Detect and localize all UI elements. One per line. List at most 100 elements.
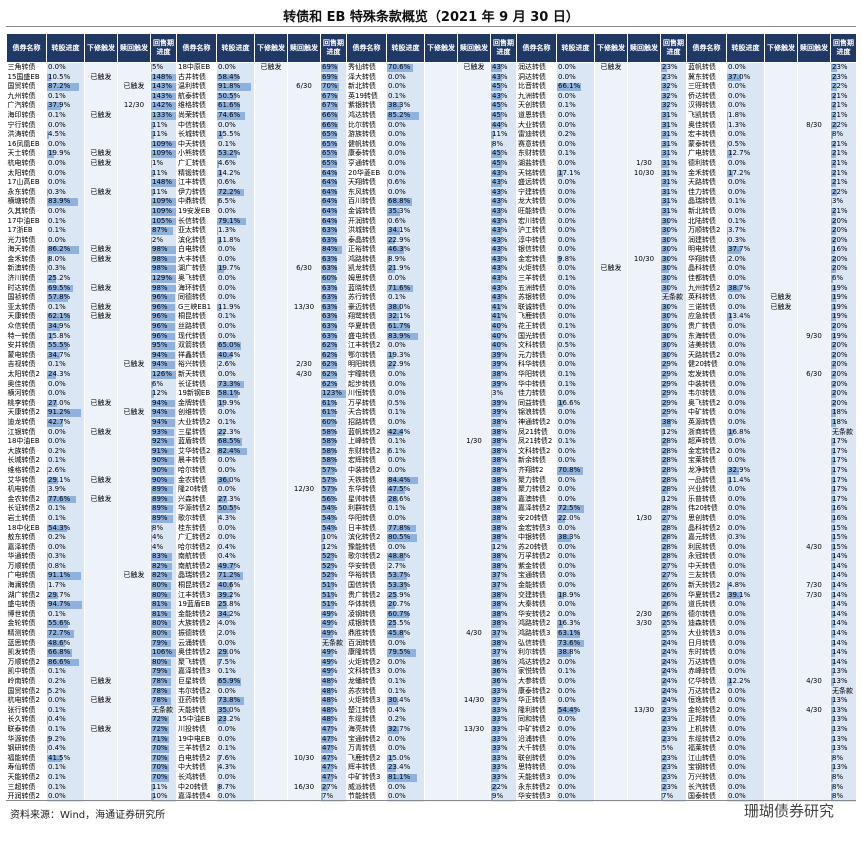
cell-text: 双箭转债 (178, 341, 206, 350)
cell-text: 0.0% (558, 600, 576, 609)
cell: 0.0% (726, 619, 765, 630)
cell: 新北转债 (686, 206, 727, 217)
cell-text: 晶科转债2 (688, 523, 721, 532)
bar (151, 773, 169, 782)
cell-text: 永冠转债 (688, 552, 716, 561)
cell: 72% (150, 715, 177, 725)
cell-text: 联诚转债 (518, 302, 546, 311)
cell (254, 485, 288, 495)
cell: 46.3% (386, 245, 425, 255)
cell (84, 91, 118, 102)
bar (387, 351, 395, 360)
cell: 0.0% (726, 629, 765, 639)
cell (797, 72, 831, 83)
bar (491, 207, 502, 216)
cell-text: 62% (322, 360, 338, 369)
cell: 0.1% (46, 504, 85, 514)
bar (491, 246, 502, 254)
cell (627, 408, 661, 418)
cell: 东缆转债2 (686, 734, 727, 745)
cell-text: 55.5% (48, 341, 71, 350)
bar (661, 380, 669, 389)
bar (151, 399, 175, 408)
cell-text: 光力转债 (7, 235, 36, 244)
cell: 海澜转债 (6, 581, 47, 591)
bar (321, 562, 334, 571)
cell (627, 322, 661, 332)
cell (457, 638, 491, 649)
cell-text: 143% (152, 82, 173, 91)
cell: 双箭转债 (176, 341, 217, 351)
cell-text: 16% (832, 504, 848, 513)
cell-text: 凯发转债 (7, 648, 36, 657)
cell: 0.0% (726, 542, 765, 553)
row: 亚太转债 0.1% 已触发 96% G三峡EB1 11.9% 13/30 63% 豪迈转债 38.… (6, 302, 857, 313)
cell: 0.5% (726, 139, 765, 150)
cell (594, 552, 628, 562)
cell: 45% (490, 82, 517, 92)
cell-text: 0.0% (48, 168, 66, 177)
cell (594, 494, 628, 505)
cell (84, 667, 118, 677)
cell: 润建转债 (686, 235, 727, 246)
cell-text: 亚太转债 (7, 302, 36, 311)
cell-text: 38% (492, 446, 508, 455)
cell: 43% (490, 274, 517, 284)
cell (117, 715, 151, 725)
cell-text: 宝莱转债 (688, 456, 716, 465)
cell-text: 57% (322, 475, 338, 484)
cell (627, 283, 661, 294)
bar (491, 610, 501, 619)
cell: 万孚转债2 (516, 552, 557, 562)
cell: 69.5% (46, 283, 85, 294)
cell: 0.0% (556, 312, 595, 323)
cell-text: 鸿达转债2 (518, 657, 551, 666)
bar (47, 284, 73, 293)
cell-text: 23% (832, 63, 848, 71)
cell-text: 科华转债 (518, 360, 546, 369)
cell: 东华转债 (346, 485, 387, 495)
cell-text: 无条款 (152, 705, 173, 714)
cell-text: 30% (662, 322, 678, 331)
cell: 润达转债 (516, 62, 557, 73)
cell-text: 8% (152, 523, 164, 532)
cell: 应急转债 (686, 312, 727, 323)
cell-text: 歌尔转债 (178, 513, 206, 522)
bar (831, 601, 835, 609)
cell-text: 4.3% (218, 763, 236, 772)
bar (727, 466, 740, 475)
cell (424, 389, 458, 399)
cell-text: 0.0% (218, 408, 236, 417)
bar (491, 773, 500, 782)
cell: 中矿转债3 (346, 772, 387, 783)
cell (627, 120, 661, 131)
cell (797, 456, 831, 466)
cell (797, 571, 831, 582)
cell-text: 中银转债 (518, 533, 546, 542)
cell-text: 43% (492, 187, 508, 196)
cell: 金轮转债2 (686, 705, 727, 716)
cell-text: 50.5% (218, 91, 241, 100)
cell-text: 上峰转债 (348, 437, 376, 446)
cell-text: 无条款 (832, 427, 853, 436)
cell-text: 41% (492, 302, 508, 311)
cell (797, 389, 831, 399)
cell: 0.0% (386, 120, 425, 131)
cell: 0.0% (386, 638, 425, 649)
cell (594, 139, 628, 150)
cell-text: 0.1% (48, 302, 66, 311)
cell-text: 72% (152, 715, 168, 724)
cell (627, 91, 661, 102)
cell (117, 744, 151, 754)
cell (84, 513, 118, 524)
cell: 杭电转债 (6, 158, 47, 169)
cell-text: 12% (322, 542, 338, 551)
cell-text: 47% (322, 744, 338, 753)
cell: 0.0% (726, 360, 765, 370)
cell: 0.1% (216, 139, 255, 150)
cell (287, 686, 321, 697)
cell-text: 14% (832, 629, 848, 638)
cell (254, 561, 288, 572)
cell-text: 148% (152, 178, 173, 187)
cell: 10% (150, 792, 177, 802)
